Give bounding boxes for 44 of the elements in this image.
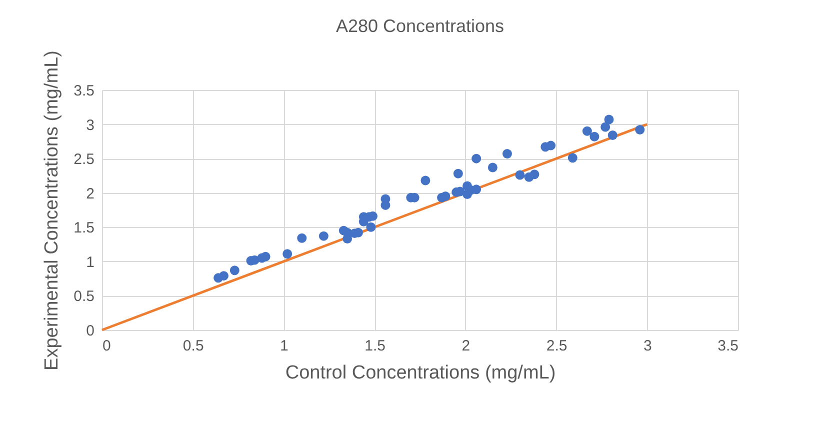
- point: [297, 233, 307, 243]
- x-tick-label: 3.5: [718, 338, 738, 354]
- y-axis-title: Experimental Concentrations (mg/mL): [42, 50, 63, 370]
- point: [546, 140, 556, 150]
- point: [488, 162, 498, 172]
- y-tick-label: 1.5: [74, 220, 94, 237]
- point: [420, 176, 430, 186]
- x-tick-label: 1: [280, 338, 288, 354]
- x-tick-label: 0: [102, 338, 111, 354]
- point: [219, 271, 228, 281]
- point: [608, 130, 618, 140]
- point: [472, 154, 482, 164]
- point: [590, 132, 600, 142]
- point: [440, 192, 450, 202]
- x-tick-label: 2.5: [546, 338, 568, 354]
- y-tick-label: 2.5: [74, 151, 94, 168]
- point: [515, 170, 525, 180]
- y-tick-label: 3: [86, 116, 94, 134]
- chart-title: A280 Concentrations: [336, 16, 504, 36]
- point: [453, 168, 463, 178]
- y-tick-label: 3.5: [74, 82, 94, 100]
- point: [600, 122, 610, 132]
- y-tick-label: 1: [86, 254, 94, 271]
- x-tick-label: 0.5: [182, 338, 204, 354]
- x-tick-label: 3: [643, 338, 652, 354]
- y-tick-label: 0.5: [74, 288, 94, 306]
- x-axis-title: Control Concentrations (mg/mL): [285, 362, 556, 384]
- point: [230, 266, 240, 276]
- point: [318, 231, 328, 241]
- point: [380, 194, 390, 204]
- point: [502, 149, 512, 159]
- point: [260, 252, 270, 262]
- point: [604, 114, 614, 124]
- point: [366, 222, 376, 232]
- point: [282, 249, 292, 259]
- point: [582, 126, 592, 136]
- x-tick-label: 2: [462, 338, 470, 354]
- point: [530, 170, 540, 180]
- point: [472, 184, 482, 194]
- x-tick-label: 1.5: [364, 338, 386, 354]
- y-tick-label: 2: [86, 185, 94, 202]
- y-tick-label: 0: [86, 322, 94, 340]
- point: [635, 125, 645, 135]
- point: [568, 153, 578, 163]
